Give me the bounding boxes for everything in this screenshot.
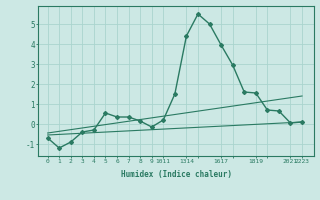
- X-axis label: Humidex (Indice chaleur): Humidex (Indice chaleur): [121, 170, 231, 179]
